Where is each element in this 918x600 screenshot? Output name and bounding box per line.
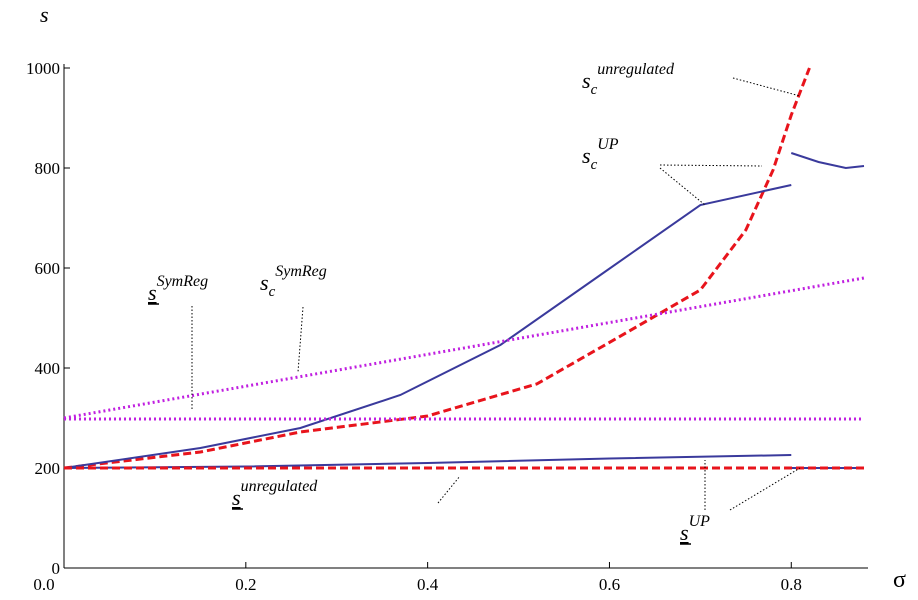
annotation-base: s (680, 520, 689, 545)
annotation-label: sSymReg (148, 273, 208, 305)
annotation-base: s (582, 68, 591, 93)
y-axis-label: s (40, 2, 49, 27)
annotation-label: sc unregulated (582, 61, 675, 98)
annotation-base: s (232, 485, 241, 510)
line-series (63, 184, 792, 469)
annotation: sc unregulated (582, 61, 801, 98)
annotation-label: sc SymReg (260, 263, 327, 300)
leader-line (297, 306, 304, 373)
annotation-base: s (582, 143, 591, 168)
annotation-sup: SymReg (275, 263, 327, 280)
leader-line (729, 467, 801, 511)
annotation-sup: SymReg (157, 273, 209, 290)
annotation: sunregulated (232, 475, 461, 510)
x-tick-label: 0.4 (417, 575, 439, 594)
annotation-sub: c (591, 82, 598, 98)
annotation-base: s (148, 280, 157, 305)
annotation-sup: unregulated (241, 478, 319, 495)
annotation-label: sunregulated (232, 478, 318, 510)
leader-line (437, 475, 461, 504)
x-tick-label: 0.8 (781, 575, 802, 594)
annotation-sup: UP (689, 513, 711, 530)
annotation: sSymReg (148, 273, 208, 410)
y-tick-label: 1000 (26, 59, 60, 78)
annotation-label: sUP (680, 513, 710, 545)
annotation: sc UP (582, 136, 763, 206)
y-tick-label: 400 (35, 359, 61, 378)
leader-line (659, 164, 763, 167)
line-series (63, 276, 865, 420)
y-tick-label: 800 (35, 159, 61, 178)
annotation-sup: UP (597, 136, 619, 153)
x-tick-label: 0.0 (33, 575, 54, 594)
annotation-base: s (260, 270, 269, 295)
y-tick-label: 0 (52, 559, 61, 578)
annotation: sc SymReg (260, 263, 327, 373)
x-axis-label: σ (893, 567, 906, 593)
annotation: sUP (680, 460, 801, 545)
line-series (63, 67, 811, 470)
x-tick-label: 0.6 (599, 575, 620, 594)
annotation-sup: unregulated (597, 61, 675, 78)
annotation-sub: c (591, 157, 598, 173)
y-tick-label: 600 (35, 259, 61, 278)
annotation-sub: c (269, 284, 276, 300)
annotation-label: sc UP (582, 136, 619, 173)
line-series (790, 152, 865, 170)
x-tick-label: 0.2 (235, 575, 256, 594)
y-tick-label: 200 (35, 459, 61, 478)
line-series (63, 454, 792, 469)
leader-line (659, 167, 706, 206)
leader-line (732, 77, 801, 97)
